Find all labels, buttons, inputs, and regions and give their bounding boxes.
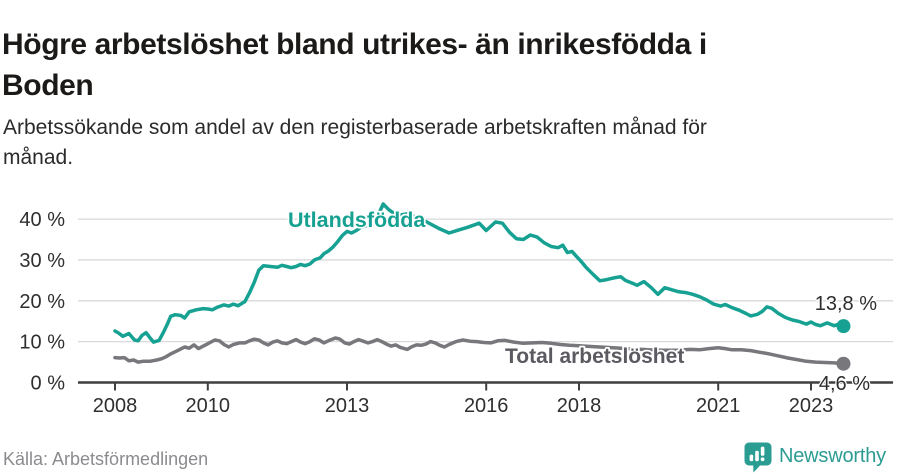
newsworthy-wordmark: Newsworthy [779, 445, 886, 467]
end-value-label-total: 4,6 % [819, 373, 870, 395]
series-label-total: Total arbetslöshet [505, 345, 684, 368]
series-label-utlandsfodda: Utlandsfödda [288, 208, 426, 232]
x-tick-label: 2008 [93, 395, 138, 417]
x-tick-label: 2021 [696, 395, 741, 417]
x-tick-label: 2013 [325, 395, 370, 417]
page-title: Högre arbetslöshet bland utrikes- än inr… [2, 28, 707, 103]
newsworthy-brand: Newsworthy [744, 442, 886, 473]
series-end-dot-utlandsfodda [836, 319, 851, 334]
y-tick-label: 0 % [31, 373, 66, 395]
x-tick-label: 2023 [789, 395, 834, 417]
x-tick-label: 2018 [557, 395, 602, 417]
series-line-utlandsfodda [113, 202, 846, 344]
chart-subtitle: Arbetssökande som andel av den registerb… [3, 116, 707, 169]
y-tick-label: 40 % [19, 209, 65, 231]
y-tick-label: 10 % [19, 332, 65, 354]
y-tick-label: 20 % [19, 291, 65, 313]
x-tick-label: 2016 [464, 395, 509, 417]
x-tick-label: 2010 [186, 395, 231, 417]
source-note: Källa: Arbetsförmedlingen [3, 449, 209, 469]
series-end-dot-total [836, 356, 851, 371]
end-value-label-utlandsfodda: 13,8 % [815, 293, 877, 315]
series-line-total [113, 336, 846, 366]
y-tick-label: 30 % [19, 250, 65, 272]
newsworthy-logo-icon [744, 442, 772, 473]
